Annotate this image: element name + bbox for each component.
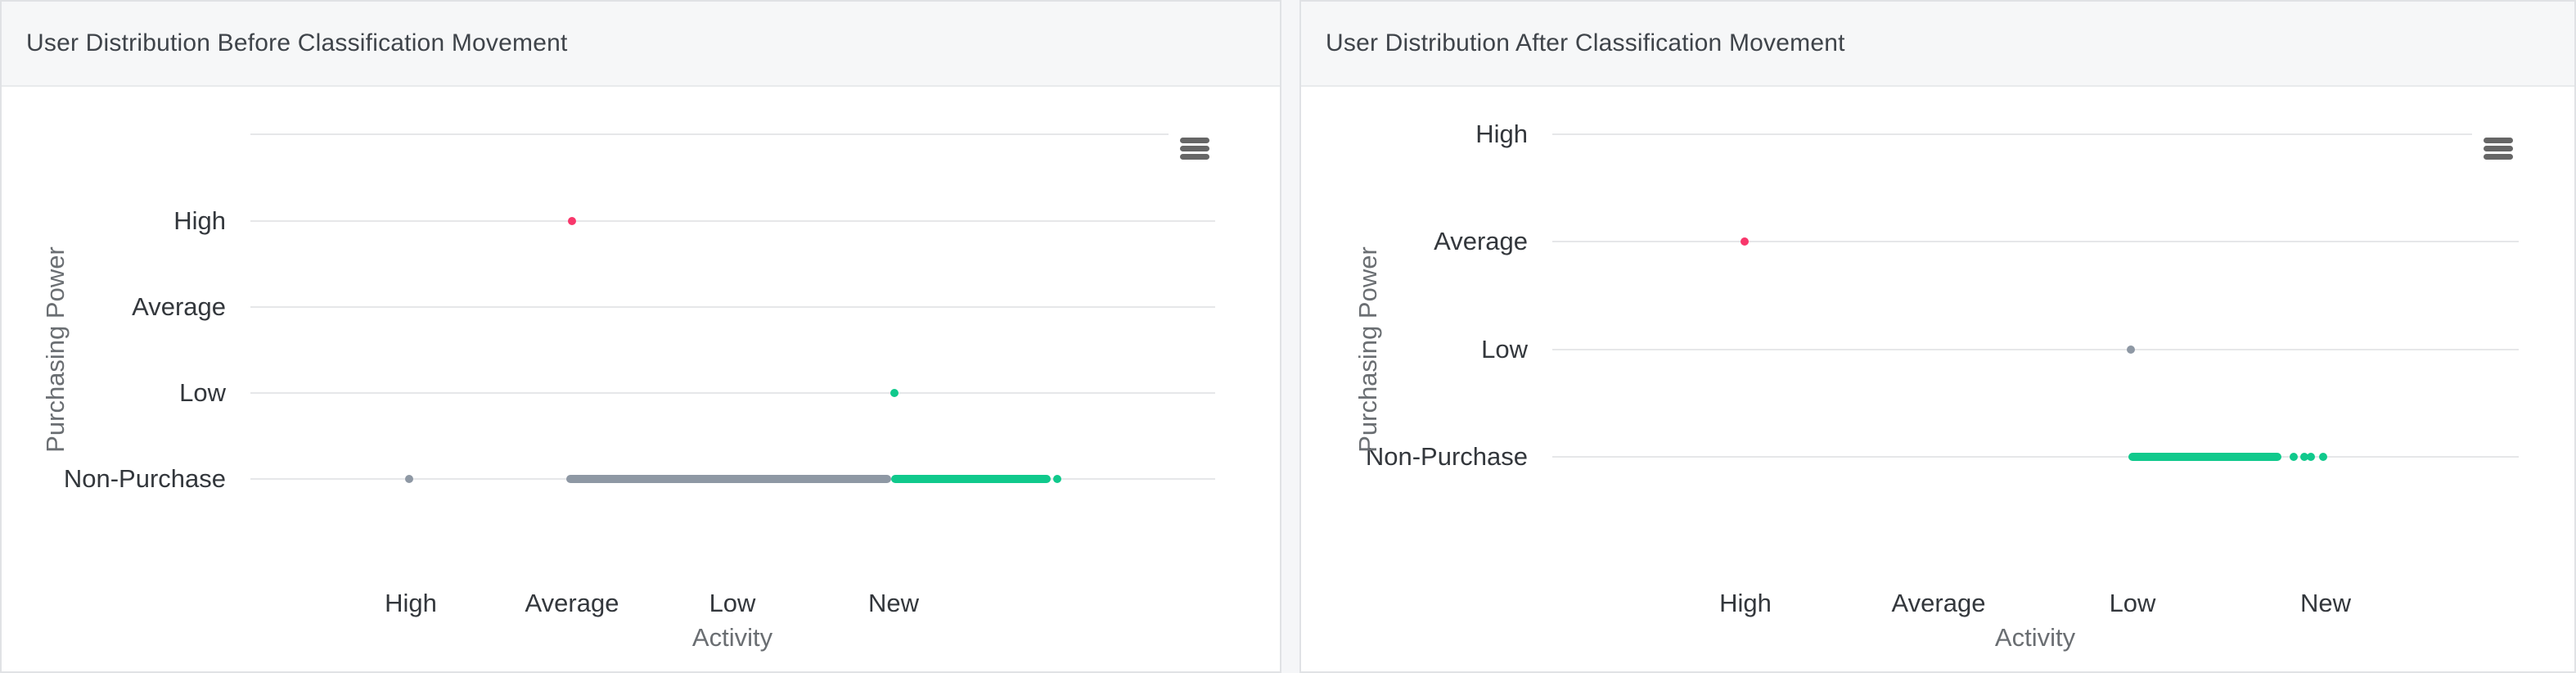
gridline [1552, 456, 2519, 458]
scatter-point [405, 475, 413, 483]
chart-area-1: High Average Low Non-Purchase High Average Low… [1301, 2, 2574, 671]
x-tick-label: New [867, 589, 919, 617]
x-tick-label: Low [2109, 589, 2156, 617]
chart-card-header: User Distribution Before Classification … [2, 2, 1280, 87]
scatter-point [2307, 453, 2315, 461]
y-tick-label: High [1475, 120, 1528, 148]
scatter-point [1053, 475, 1061, 483]
gridline [1552, 133, 2519, 135]
scatter-point [1741, 237, 1749, 246]
scatter-band [2128, 453, 2281, 461]
x-tick-label: High [1719, 589, 1772, 617]
y-axis-title: Purchasing Power [1353, 246, 1382, 453]
x-axis-title: Activity [1994, 623, 2076, 652]
scatter-point [2127, 346, 2135, 354]
menu-icon [2484, 138, 2513, 143]
gridline [1552, 241, 2519, 242]
gridline [250, 392, 1215, 394]
y-tick-label: Low [179, 378, 226, 407]
y-tick-label: High [173, 206, 226, 235]
scatter-point [2300, 453, 2308, 461]
chart-card-before: High Average Low Non-Purchase High Average Low… [0, 0, 1281, 673]
scatter-point [890, 389, 898, 397]
menu-icon [1180, 138, 1209, 143]
x-tick-label: Low [709, 589, 756, 617]
gridline [250, 133, 1215, 135]
x-tick-label: New [2299, 589, 2351, 617]
y-tick-label: Average [132, 292, 226, 321]
scatter-point [2319, 453, 2327, 461]
menu-icon [1180, 146, 1209, 151]
chart-card-after: High Average Low Non-Purchase High Average Low… [1299, 0, 2576, 673]
x-axis-title: Activity [691, 623, 773, 652]
y-tick-label: Non-Purchase [1365, 442, 1528, 471]
chart-title: User Distribution Before Classification … [26, 29, 568, 56]
y-axis-title: Purchasing Power [41, 246, 70, 453]
gridline [250, 220, 1215, 222]
x-tick-label: Average [1891, 589, 1986, 617]
scatter-point [568, 217, 576, 225]
scatter-band [566, 475, 891, 483]
chart-title: User Distribution After Classification M… [1326, 29, 1845, 56]
y-tick-label: Non-Purchase [63, 464, 226, 493]
menu-icon [2484, 146, 2513, 151]
gridline [250, 306, 1215, 308]
chart-area-0: High Average Low Non-Purchase High Average Low… [2, 2, 1280, 671]
gridline [1552, 349, 2519, 350]
x-tick-label: Average [525, 589, 619, 617]
scatter-point [2290, 453, 2298, 461]
x-tick-label: High [385, 589, 437, 617]
y-tick-label: Average [1434, 227, 1528, 255]
scatter-band [891, 475, 1051, 483]
chart-card-header: User Distribution After Classification M… [1301, 2, 2574, 87]
y-tick-label: Low [1481, 335, 1528, 364]
chart-menu-button[interactable] [1169, 126, 1221, 174]
menu-icon [1180, 154, 1209, 160]
chart-menu-button[interactable] [2472, 126, 2524, 174]
menu-icon [2484, 154, 2513, 160]
